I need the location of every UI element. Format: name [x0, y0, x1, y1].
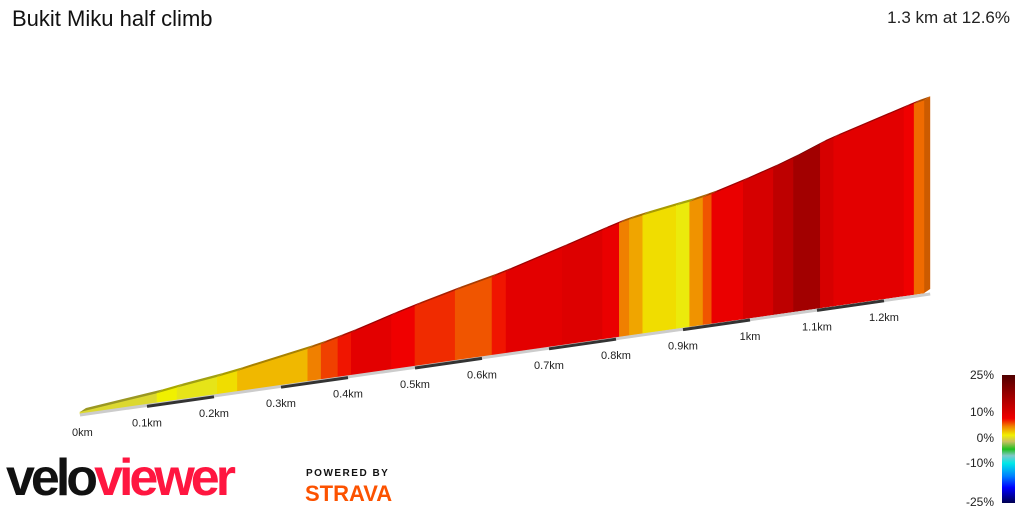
- segment-top-face: [914, 96, 931, 104]
- gradient-segment: [742, 167, 774, 320]
- legend-label: 10%: [969, 405, 994, 419]
- segment-top-face: [237, 344, 314, 371]
- segment-top-face: [177, 372, 224, 388]
- segment-top-face: [629, 211, 649, 220]
- x-tick-label: 0.5km: [400, 379, 430, 391]
- gradient-segment: [773, 157, 794, 315]
- segment-top-face: [217, 366, 244, 377]
- segment-top-face: [321, 333, 344, 345]
- segment-top-face: [602, 219, 626, 231]
- segment-top-face: [743, 163, 780, 182]
- x-tick-label: 0.4km: [333, 389, 363, 401]
- gradient-segment: [454, 276, 493, 361]
- segment-top-face: [820, 133, 840, 144]
- gradient-legend-bar: [1002, 375, 1015, 503]
- gradient-segment: [307, 343, 322, 382]
- segment-top-face: [492, 267, 513, 278]
- x-tick-label: 0.3km: [266, 398, 296, 410]
- profile-end-face: [924, 96, 931, 294]
- gradient-segment: [702, 193, 713, 326]
- gradient-segment: [903, 103, 915, 297]
- gradient-segment: [711, 180, 744, 324]
- km-band: [414, 356, 483, 370]
- segment-top-face: [689, 193, 710, 202]
- page-title: Bukit Miku half climb: [12, 6, 213, 31]
- legend-label: -25%: [965, 495, 994, 509]
- gradient-segment: [562, 229, 603, 346]
- x-tick-label: 0km: [72, 427, 93, 439]
- segment-top-face: [337, 328, 358, 338]
- powered-by-label: POWERED BY: [306, 468, 390, 479]
- segment-top-face: [793, 139, 827, 158]
- gradient-segment: [337, 332, 352, 378]
- x-tick-label: 0.1km: [132, 417, 162, 429]
- gradient-segment: [351, 315, 392, 376]
- segment-top-face: [157, 383, 184, 394]
- gradient-segment: [491, 271, 507, 356]
- gradient-segment: [619, 219, 630, 338]
- legend-label: 25%: [969, 368, 994, 382]
- segment-top-face: [833, 103, 911, 138]
- segment-top-face: [619, 215, 636, 224]
- gradient-segment: [913, 99, 925, 295]
- km-band: [280, 376, 349, 389]
- gradient-segment: [320, 337, 339, 380]
- gradient-segment: [793, 143, 821, 313]
- gradient-segment: [602, 222, 620, 340]
- segment-top-face: [703, 190, 718, 198]
- gradient-segment: [833, 107, 905, 307]
- segment-top-face: [506, 243, 569, 272]
- segment-top-face: [307, 340, 328, 349]
- baseline: [79, 292, 931, 417]
- x-tick-label: 0.2km: [199, 408, 229, 420]
- km-band: [682, 318, 751, 332]
- km-band: [548, 337, 617, 351]
- km-band: [816, 299, 885, 312]
- segment-top-face: [391, 302, 421, 316]
- x-tick-label: 0.8km: [601, 350, 631, 362]
- x-tick-label: 1km: [740, 331, 761, 343]
- x-tick-label: 0.9km: [668, 341, 698, 353]
- gradient-segment: [505, 247, 563, 354]
- gradient-segment: [689, 196, 704, 327]
- strava-logo: STRAVA: [305, 481, 393, 506]
- gradient-segment: [642, 205, 677, 334]
- gradient-segment: [675, 201, 691, 329]
- segment-top-face: [415, 286, 462, 307]
- x-tick-label: 1.2km: [869, 312, 899, 324]
- segment-top-face: [351, 311, 398, 333]
- segment-top-face: [711, 177, 750, 195]
- km-band: [146, 395, 215, 408]
- x-tick-label: 0.6km: [467, 369, 497, 381]
- gradient-segment: [629, 214, 644, 336]
- segment-top-face: [80, 389, 164, 412]
- segment-top-face: [642, 201, 683, 216]
- legend-label: -10%: [965, 456, 994, 470]
- x-tick-label: 0.7km: [534, 360, 564, 372]
- segment-top-face: [773, 153, 800, 168]
- gradient-segment: [820, 137, 835, 309]
- segment-top-face: [455, 273, 499, 291]
- segment-top-face: [904, 99, 921, 108]
- x-tick-label: 1.1km: [802, 321, 832, 333]
- segment-top-face: [562, 226, 609, 248]
- gradient-segment: [414, 290, 456, 367]
- segment-top-face: [676, 197, 696, 206]
- legend-label: 0%: [976, 431, 994, 445]
- climb-summary: 1.3 km at 12.6%: [887, 8, 1010, 27]
- gradient-segment: [391, 305, 416, 370]
- veloviewer-logo: veloviewer: [6, 449, 236, 507]
